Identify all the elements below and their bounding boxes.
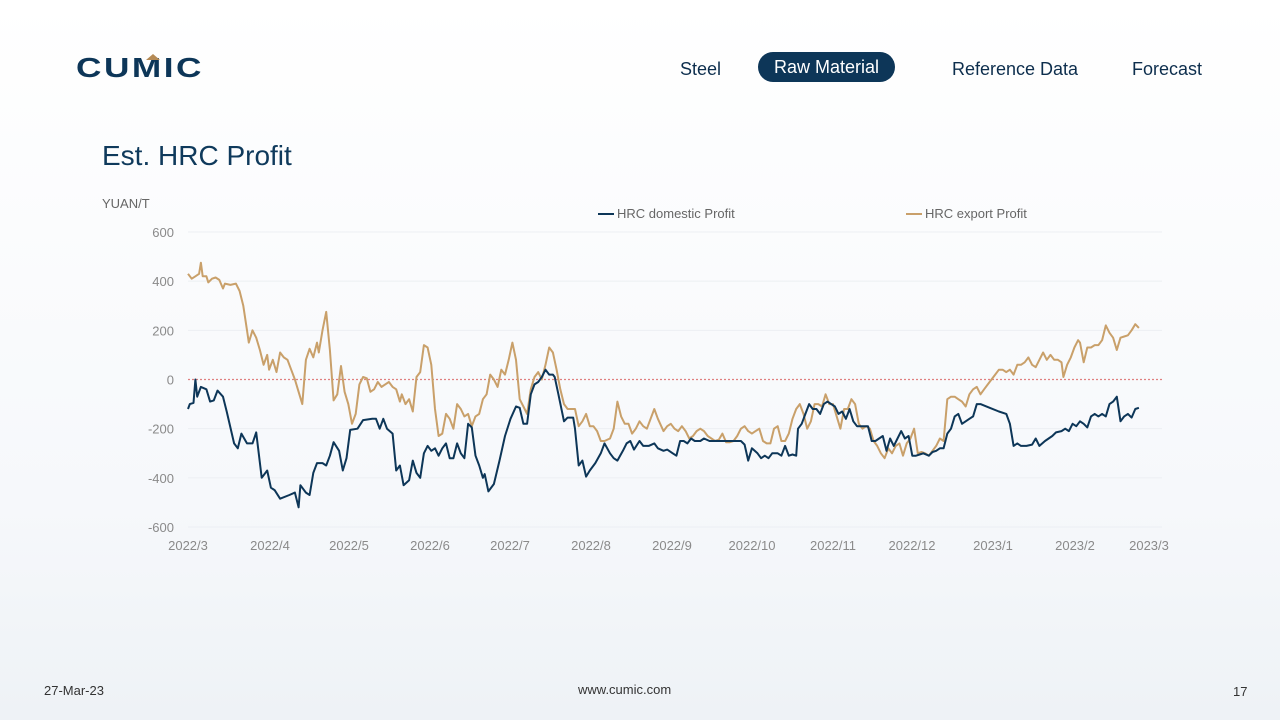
x-tick-label: 2022/8	[571, 538, 611, 553]
y-tick-label: -600	[148, 520, 174, 535]
cumic-logo: CUMIC	[76, 52, 206, 83]
x-tick-label: 2022/12	[889, 538, 936, 553]
nav-item-forecast[interactable]: Forecast	[1132, 59, 1203, 79]
nav-item-steel[interactable]: Steel	[680, 59, 722, 79]
x-tick-label: 2022/11	[810, 538, 856, 553]
legend-swatch-export	[906, 212, 922, 215]
y-tick-label: -400	[148, 471, 174, 486]
x-tick-label: 2022/4	[250, 538, 290, 553]
svg-text:CUMIC: CUMIC	[76, 54, 204, 82]
page-title: Est. HRC Profit	[102, 140, 292, 171]
y-tick-label: 0	[167, 373, 174, 388]
x-tick-label: 2023/3	[1129, 538, 1169, 553]
x-tick-label: 2022/9	[652, 538, 692, 553]
legend-swatch-domestic	[598, 212, 614, 215]
y-tick-label: 200	[152, 323, 174, 338]
x-tick-label: 2023/1	[973, 538, 1013, 553]
y-tick-label: -200	[148, 422, 174, 437]
legend-item-domestic: HRC domestic Profit	[598, 206, 735, 221]
footer-date: 27-Mar-23	[44, 683, 104, 698]
nav-item-reference-data[interactable]: Reference Data	[952, 59, 1079, 79]
legend-label-domestic: HRC domestic Profit	[617, 206, 735, 221]
x-tick-label: 2022/10	[729, 538, 776, 553]
cumic-logo-mark: CUMIC	[76, 52, 204, 83]
y-tick-label: 400	[152, 274, 174, 289]
footer-website[interactable]: www.cumic.com	[578, 682, 672, 697]
y-axis-unit-label: YUAN/T	[102, 196, 150, 211]
x-tick-label: 2022/3	[168, 538, 208, 553]
x-tick-label: 2022/7	[490, 538, 530, 553]
y-tick-label: 600	[152, 225, 174, 240]
x-tick-label: 2023/2	[1055, 538, 1095, 553]
footer-page-number: 17	[1233, 684, 1248, 699]
x-tick-label: 2022/5	[329, 538, 369, 553]
nav-item-raw-material[interactable]: Raw Material	[758, 52, 896, 82]
legend-label-export: HRC export Profit	[925, 206, 1027, 221]
x-tick-label: 2022/6	[410, 538, 450, 553]
series-line-export	[187, 261, 1140, 460]
series-line-domestic	[187, 368, 1140, 509]
legend-item-export: HRC export Profit	[906, 206, 1027, 221]
